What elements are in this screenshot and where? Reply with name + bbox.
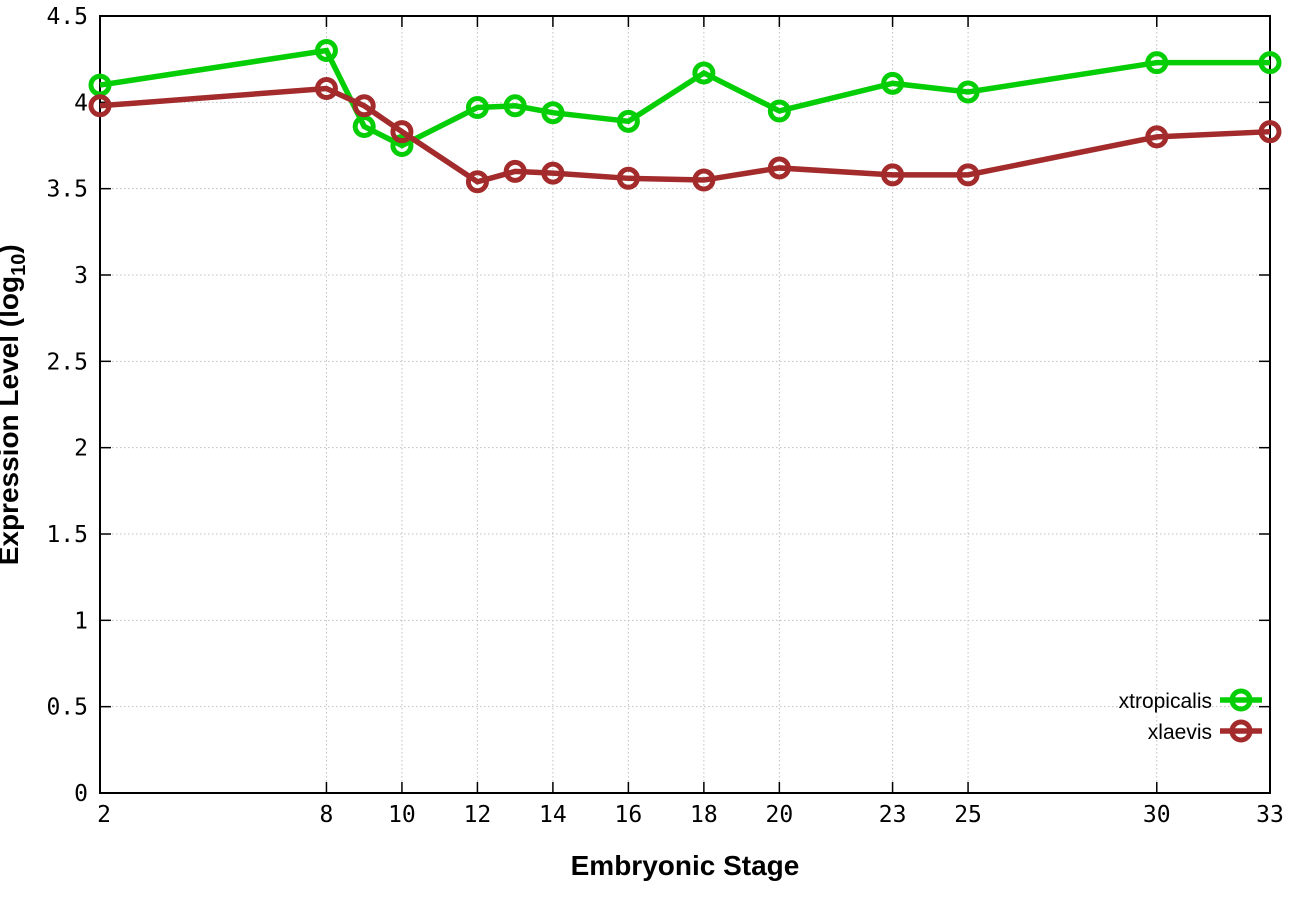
y-tick-label: 1.5 — [46, 522, 88, 548]
legend-label-xlaevis: xlaevis — [1148, 721, 1212, 744]
y-tick-label: 3.5 — [46, 177, 88, 203]
y-tick-label: 2 — [74, 436, 88, 462]
data-point-xlaevis — [616, 166, 640, 190]
data-point-xtropicalis — [767, 99, 791, 123]
data-point-xtropicalis — [881, 71, 905, 95]
data-point-xlaevis — [503, 159, 527, 183]
y-tick-label: 0.5 — [46, 695, 88, 721]
data-point-xlaevis — [314, 77, 338, 101]
x-tick-label: 23 — [879, 802, 907, 828]
data-point-xlaevis — [956, 163, 980, 187]
x-tick-label: 20 — [766, 802, 794, 828]
data-point-xlaevis — [352, 94, 376, 118]
x-tick-label: 8 — [320, 802, 334, 828]
data-point-xtropicalis — [1145, 51, 1169, 75]
data-point-xlaevis — [88, 94, 112, 118]
series-line-xtropicalis — [99, 47, 1270, 149]
x-tick-label: 16 — [615, 802, 643, 828]
data-point-xlaevis — [1258, 120, 1282, 144]
data-point-xtropicalis — [314, 39, 338, 63]
x-tick-label: 2 — [97, 802, 111, 828]
y-tick-label: 0 — [74, 781, 88, 807]
data-point-xlaevis — [541, 161, 565, 185]
x-axis-title: Embryonic Stage — [570, 850, 800, 881]
x-tick-label: 30 — [1143, 802, 1171, 828]
data-point-xlaevis — [1145, 125, 1169, 149]
x-tick-label: 12 — [464, 802, 492, 828]
data-point-xtropicalis — [956, 80, 980, 104]
data-point-xtropicalis — [352, 115, 376, 139]
y-tick-label: 4 — [74, 90, 88, 116]
x-tick-label: 14 — [539, 802, 567, 828]
y-axis-title-text: Expression Level (log — [0, 275, 25, 566]
y-tick-label: 1 — [74, 608, 88, 634]
y-tick-label: 2.5 — [46, 349, 88, 375]
x-tick-label: 10 — [388, 802, 416, 828]
x-tick-label: 33 — [1256, 802, 1284, 828]
data-point-xlaevis — [465, 170, 489, 194]
y-axis-title: Expression Level (log10) — [0, 165, 31, 645]
data-point-xtropicalis — [541, 101, 565, 125]
x-tick-label: 18 — [690, 802, 718, 828]
data-point-xlaevis — [692, 168, 716, 192]
data-point-xtropicalis — [465, 96, 489, 120]
data-point-xtropicalis — [503, 94, 527, 118]
legend-marker-xtropicalis — [1229, 688, 1253, 712]
data-point-xlaevis — [390, 120, 414, 144]
data-point-xtropicalis — [390, 134, 414, 157]
data-point-xlaevis — [881, 163, 905, 187]
y-axis-title-subscript: 10 — [7, 253, 30, 276]
legend-label-xtropicalis: xtropicalis — [1119, 690, 1212, 713]
y-tick-label: 3 — [74, 263, 88, 289]
y-axis-title-close: ) — [0, 244, 24, 253]
data-point-xtropicalis — [88, 73, 112, 97]
data-point-xtropicalis — [692, 61, 716, 85]
data-point-xlaevis — [767, 156, 791, 180]
plot-border — [99, 15, 1271, 794]
x-tick-label: 25 — [954, 802, 982, 828]
data-point-xtropicalis — [1258, 51, 1282, 75]
legend-marker-xlaevis — [1229, 719, 1253, 743]
data-point-xtropicalis — [616, 109, 640, 133]
y-tick-label: 4.5 — [46, 4, 88, 30]
